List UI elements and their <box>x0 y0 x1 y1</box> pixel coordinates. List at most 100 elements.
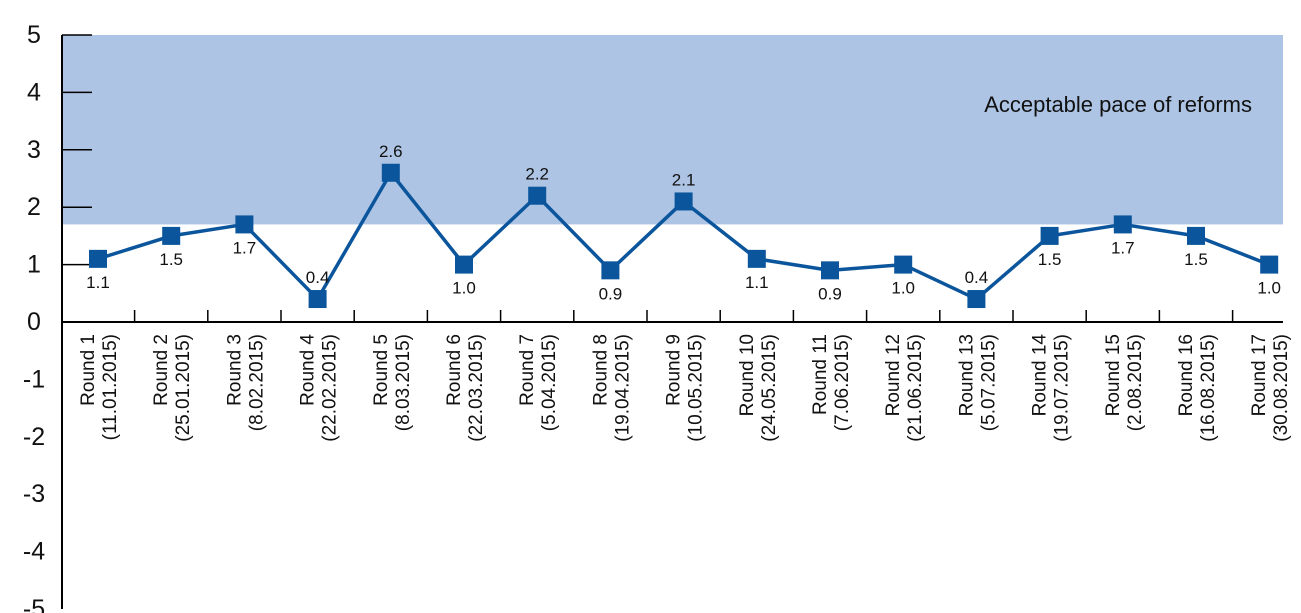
data-label: 2.1 <box>672 170 696 189</box>
x-tick-label-round: Round 2 <box>151 334 172 406</box>
data-point-marker <box>967 290 986 309</box>
x-tick-label-date: (22.03.2015) <box>466 334 487 442</box>
x-tick-label-round: Round 15 <box>1103 334 1124 416</box>
x-tick-label-date: (19.07.2015) <box>1052 334 1073 442</box>
x-tick-label: Round 11 (7.06.2015) <box>810 334 853 431</box>
data-point-marker <box>528 186 547 205</box>
y-tick-label: 0 <box>27 308 41 336</box>
acceptable-pace-band-label: Acceptable pace of reforms <box>984 92 1252 117</box>
x-tick-label-date: (22.02.2015) <box>320 334 341 442</box>
x-tick-label-date: (8.02.2015) <box>246 334 267 431</box>
y-tick-label: 4 <box>27 78 41 106</box>
x-tick-label-date: (19.04.2015) <box>612 334 633 442</box>
x-tick-label-date: (7.06.2015) <box>832 334 853 431</box>
x-tick-label-round: Round 1 <box>78 334 99 406</box>
x-tick-label: Round 10 (24.05.2015) <box>737 334 780 442</box>
x-tick-label-date: (2.08.2015) <box>1125 334 1146 431</box>
data-label: 1.0 <box>891 279 915 298</box>
data-label: 1.7 <box>1111 238 1135 257</box>
data-point-marker <box>89 249 107 268</box>
data-point-marker <box>235 215 254 234</box>
axes <box>61 34 1283 609</box>
y-tick-label: 3 <box>27 136 41 164</box>
x-tick-label: Round 14 (19.07.2015) <box>1030 334 1073 442</box>
y-tick-label: -4 <box>23 538 45 566</box>
y-tick-label: -1 <box>23 365 45 393</box>
x-tick-label-date: (11.01.2015) <box>100 334 121 440</box>
data-point-marker <box>821 261 839 280</box>
data-label: 1.5 <box>159 250 183 269</box>
y-tick-label: 2 <box>27 193 41 221</box>
data-point-marker <box>894 255 913 274</box>
data-point-marker <box>674 192 693 211</box>
y-tick-label: 5 <box>27 21 41 49</box>
x-tick-label-date: (5.07.2015) <box>978 334 999 431</box>
x-tick-label-round: Round 17 <box>1249 334 1270 416</box>
x-tick-label-round: Round 4 <box>298 334 319 406</box>
x-tick-label-date: (25.01.2015) <box>173 334 194 442</box>
x-tick-label-date: (5.04.2015) <box>539 334 560 431</box>
x-tick-label-round: Round 8 <box>590 334 611 406</box>
data-label: 0.9 <box>818 284 842 303</box>
data-point-marker <box>455 255 473 274</box>
y-axis-tick-labels: 5 4 3 2 1 0 -1 -2 -3 -4 -5 <box>23 21 45 613</box>
x-tick-label-date: (30.08.2015) <box>1271 334 1292 442</box>
data-label: 2.2 <box>525 165 549 184</box>
x-axis-tick-labels: Round 1 (11.01.2015) Round 2 (25.01.2015) Ro… <box>78 334 1292 442</box>
data-point-marker <box>1040 226 1059 245</box>
data-point-marker <box>601 261 620 280</box>
series-line <box>89 163 1279 309</box>
x-tick-label: Round 8 (19.04.2015) <box>590 334 633 442</box>
y-tick-label: -3 <box>23 480 45 508</box>
x-tick-label: Round 6 (22.03.2015) <box>444 334 487 442</box>
data-label: 1.1 <box>86 273 110 292</box>
data-point-marker <box>162 226 181 245</box>
x-tick-label-round: Round 10 <box>737 334 758 416</box>
data-label: 1.0 <box>1257 279 1281 298</box>
x-tick-label-date: (24.05.2015) <box>759 334 780 442</box>
x-tick-label: Round 16 (16.08.2015) <box>1176 334 1219 442</box>
x-tick-label-date: (10.05.2015) <box>686 334 707 442</box>
data-label: 1.5 <box>1184 250 1208 269</box>
data-point-marker <box>308 290 327 309</box>
y-tick-label: 1 <box>27 251 41 279</box>
data-point-marker <box>381 163 400 182</box>
x-tick-label: Round 3 (8.02.2015) <box>224 334 267 431</box>
data-point-marker <box>1260 255 1279 274</box>
x-tick-label: Round 5 (8.03.2015) <box>371 334 414 431</box>
data-point-marker <box>1113 215 1132 234</box>
data-point-marker <box>1187 226 1205 245</box>
x-tick-label: Round 15 (2.08.2015) <box>1103 334 1146 431</box>
x-tick-label-round: Round 5 <box>371 334 392 406</box>
x-tick-label: Round 13 (5.07.2015) <box>956 334 999 431</box>
y-tick-label: -2 <box>23 423 45 451</box>
x-tick-label-round: Round 13 <box>956 334 977 416</box>
x-tick-label-date: (16.08.2015) <box>1198 334 1219 442</box>
x-tick-label: Round 7 (5.04.2015) <box>517 334 560 431</box>
data-point-marker <box>747 249 766 268</box>
x-tick-label-round: Round 11 <box>810 334 831 415</box>
x-tick-label: Round 12 (21.06.2015) <box>883 334 926 442</box>
data-label: 1.1 <box>745 273 769 292</box>
x-tick-label: Round 9 (10.05.2015) <box>664 334 707 442</box>
data-label: 0.4 <box>965 268 989 287</box>
x-tick-label-round: Round 14 <box>1030 334 1051 417</box>
data-label: 1.7 <box>233 238 257 257</box>
x-tick-label-round: Round 7 <box>517 334 538 406</box>
x-tick-label-round: Round 9 <box>664 334 685 406</box>
x-tick-label-round: Round 16 <box>1176 334 1197 416</box>
data-label: 1.5 <box>1038 250 1062 269</box>
data-labels: 1.1 1.5 1.7 0.4 2.6 1.0 2.2 0.9 2.1 1.1 0.9 1.0 0.4 1… <box>86 142 1281 304</box>
x-tick-label: Round 17 (30.08.2015) <box>1249 334 1292 442</box>
x-tick-label-round: Round 12 <box>883 334 904 416</box>
data-label: 1.0 <box>452 279 476 298</box>
x-tick-label-round: Round 3 <box>224 334 245 406</box>
x-tick-label-date: (8.03.2015) <box>393 334 414 431</box>
x-tick-label: Round 2 (25.01.2015) <box>151 334 194 442</box>
x-tick-label: Round 4 (22.02.2015) <box>298 334 341 442</box>
x-tick-label: Round 1 (11.01.2015) <box>78 334 121 440</box>
x-tick-label-date: (21.06.2015) <box>905 334 926 442</box>
data-label: 0.4 <box>306 268 330 287</box>
data-label: 0.9 <box>599 284 623 303</box>
